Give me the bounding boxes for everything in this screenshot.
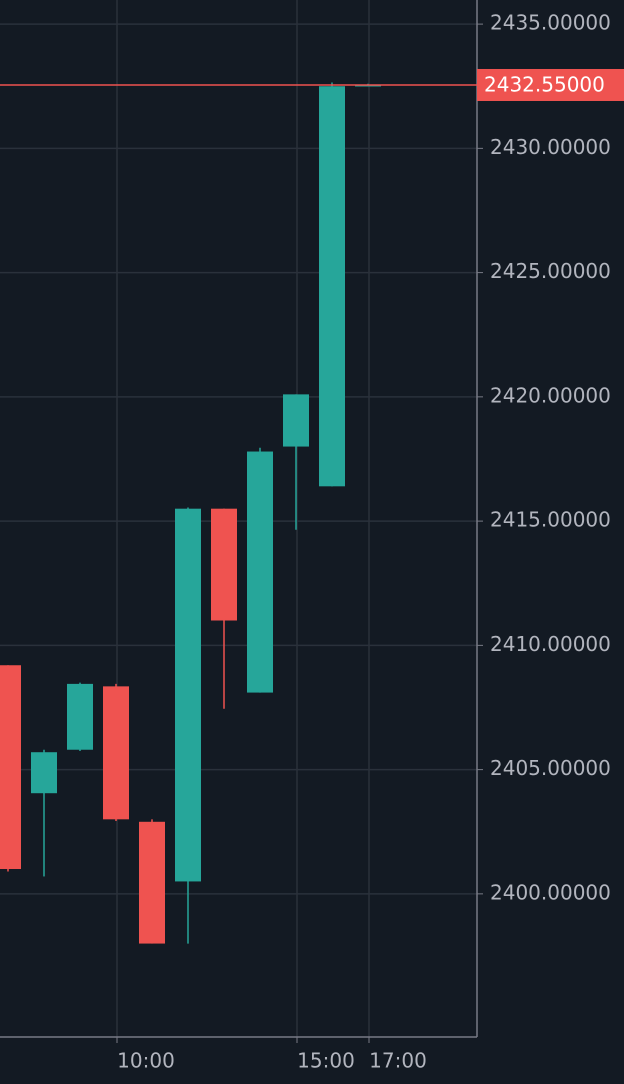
candle-body — [283, 394, 309, 447]
candle-body — [139, 821, 165, 944]
y-tick-label: 2425.00000 — [490, 259, 611, 283]
candle-body — [319, 86, 345, 487]
candle-body — [175, 508, 201, 882]
candle-body — [0, 665, 21, 870]
x-tick-label: 17:00 — [369, 1049, 427, 1073]
candle-body — [247, 451, 273, 693]
y-tick-label: 2400.00000 — [490, 880, 611, 904]
candle-body — [67, 683, 93, 750]
price-label: 2432.55000 — [484, 72, 605, 96]
x-tick-label: 10:00 — [117, 1049, 175, 1073]
y-tick-label: 2415.00000 — [490, 508, 611, 532]
x-tick-label: 15:00 — [297, 1049, 355, 1073]
y-tick-label: 2410.00000 — [490, 632, 611, 656]
price-label-bg — [477, 68, 624, 101]
candle-body — [211, 508, 237, 621]
candle-body — [31, 752, 57, 794]
y-tick-label: 2405.00000 — [490, 756, 611, 780]
candle-body — [103, 686, 129, 820]
y-tick-label: 2435.00000 — [490, 11, 611, 35]
y-tick-label: 2430.00000 — [490, 135, 611, 159]
y-tick-label: 2420.00000 — [490, 383, 611, 407]
